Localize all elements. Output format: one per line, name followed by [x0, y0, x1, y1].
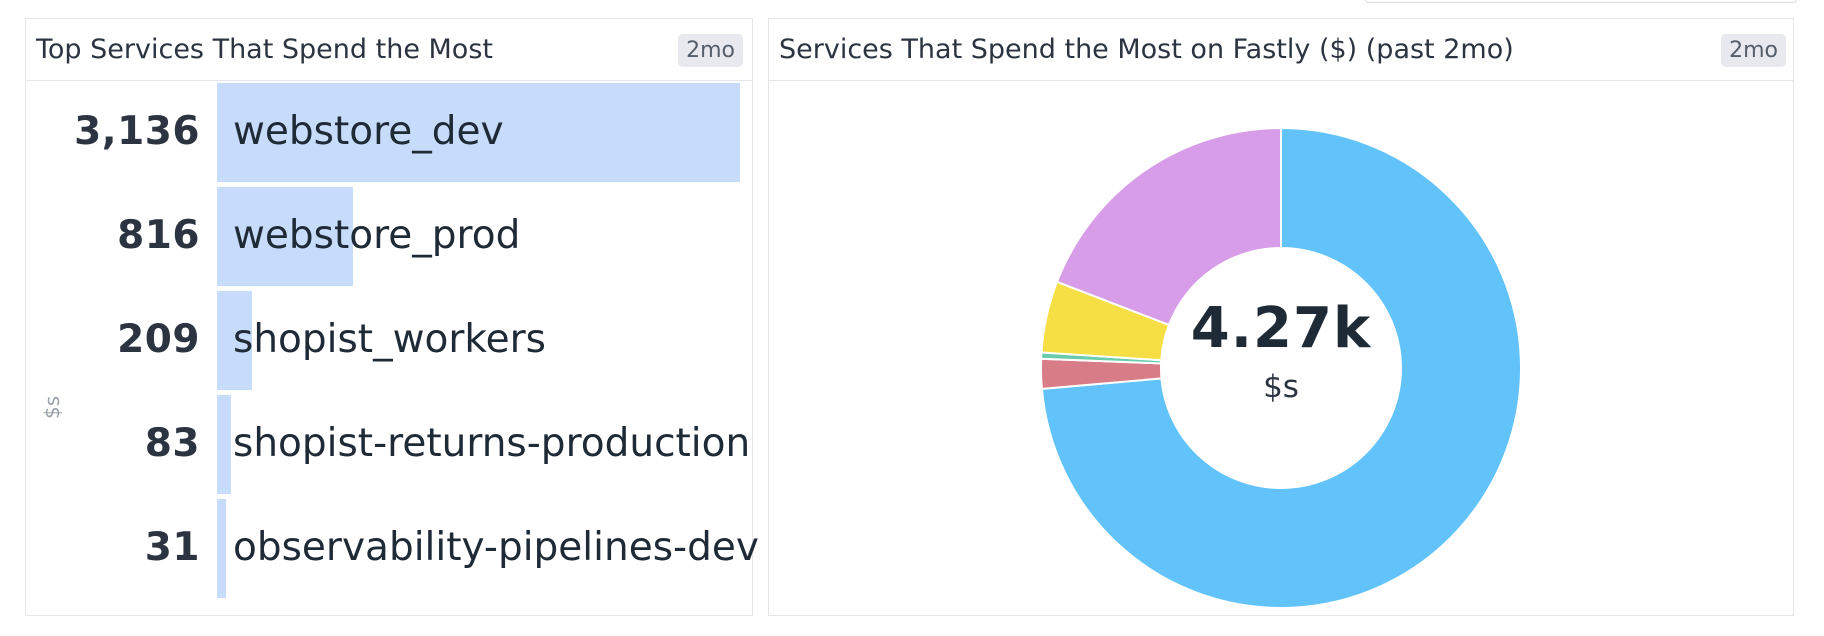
toplist-chart: $s 3,136 webstore_dev 816 webstore_prod 209 s…	[26, 81, 759, 615]
toplist-value: 816	[117, 213, 200, 258]
widget-title: Services That Spend the Most on Fastly (…	[779, 34, 1514, 65]
toplist-row[interactable]: 816 webstore_prod	[26, 185, 752, 287]
toplist-value: 31	[144, 525, 200, 570]
toplist-service-name[interactable]: observability-pipelines-dev	[233, 525, 759, 570]
toplist-bar	[217, 499, 226, 598]
widget-header: Top Services That Spend the Most 2mo	[26, 19, 752, 81]
pie-widget: Services That Spend the Most on Fastly (…	[768, 18, 1794, 616]
donut-svg	[1040, 126, 1522, 609]
toplist-bar	[217, 395, 231, 494]
donut-chart: 4.27k $s	[769, 81, 1793, 615]
toplist-service-name[interactable]: shopist_workers	[233, 317, 546, 362]
toplist-row[interactable]: 31 observability-pipelines-dev	[26, 497, 759, 599]
toplist-bar	[217, 83, 740, 182]
toplist-row[interactable]: 209 shopist_workers	[26, 289, 752, 391]
toplist-service-name[interactable]: webstore_dev	[233, 109, 504, 154]
time-range-badge[interactable]: 2mo	[1721, 34, 1786, 67]
time-range-badge[interactable]: 2mo	[678, 34, 743, 67]
toplist-row[interactable]: 3,136 webstore_dev	[26, 81, 752, 183]
donut-total-unit: $s	[1263, 369, 1299, 405]
toolbar-edge	[1365, 0, 1797, 3]
toplist-value: 209	[117, 317, 200, 362]
donut-total-value: 4.27k	[1190, 296, 1372, 361]
toplist-service-name[interactable]: webstore_prod	[233, 213, 521, 258]
widget-title: Top Services That Spend the Most	[36, 34, 493, 65]
toplist-bar	[217, 187, 353, 286]
toplist-value: 3,136	[74, 109, 200, 154]
toplist-widget: Top Services That Spend the Most 2mo $s …	[25, 18, 759, 616]
widget-header: Services That Spend the Most on Fastly (…	[769, 19, 1793, 81]
toplist-row[interactable]: 83 shopist-returns-production	[26, 393, 752, 495]
toplist-value: 83	[144, 421, 200, 466]
donut-slice[interactable]	[1055, 126, 1282, 327]
toplist-service-name[interactable]: shopist-returns-production	[233, 421, 751, 466]
toplist-bar	[217, 291, 252, 390]
donut-slice[interactable]	[1040, 126, 1522, 609]
